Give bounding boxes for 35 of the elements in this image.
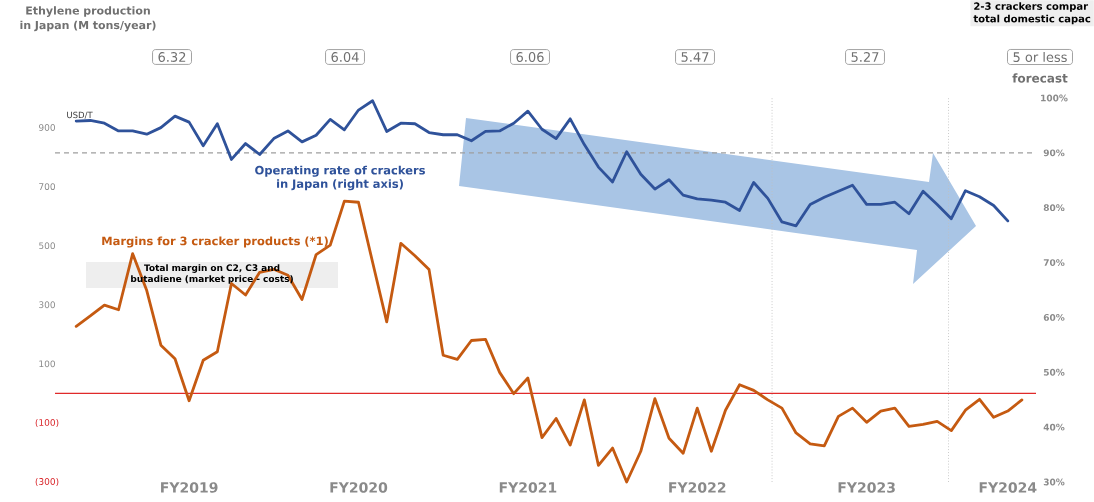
series-label: Operating rate of crackers in Japan (right axis) (255, 165, 425, 191)
y-tick-label: 500 (39, 242, 55, 250)
y-tick-label: 900 (38, 124, 55, 131)
text: 5 or less (1013, 51, 1067, 63)
text: 5.47 (681, 52, 709, 62)
x-tick-label: FY2023 (838, 482, 895, 493)
text: total domestic capac (973, 14, 1091, 25)
text: 5.27 (851, 52, 879, 62)
y-tick-label: (300) (35, 477, 59, 486)
y-tick-label: 100 (39, 360, 55, 368)
series-label: Margins for 3 cracker products (*1) (102, 236, 328, 248)
x-tick-label: FY2021 (499, 482, 557, 493)
x-tick-label: FY2020 (330, 482, 388, 493)
text: Ethylene production in Japan (M tons/year) (20, 6, 156, 32)
y-tick-label: 700 (39, 183, 55, 190)
text: 6.06 (516, 52, 544, 62)
y-tick-label: (100) (35, 418, 59, 427)
text: 2-3 crackers compar (974, 2, 1089, 12)
y2-tick-label: 60% (1043, 314, 1065, 321)
x-tick-label: FY2024 (979, 482, 1037, 493)
y-tick-label: 300 (39, 301, 55, 309)
y2-tick-label: 40% (1043, 423, 1065, 431)
y2-tick-label: 100% (1041, 94, 1068, 102)
text: forecast (1012, 73, 1068, 83)
y2-tick-label: 90% (1043, 149, 1065, 157)
y2-tick-label: 80% (1043, 204, 1065, 212)
x-tick-label: FY2019 (161, 482, 218, 493)
x-tick-label: FY2022 (669, 482, 726, 493)
y2-tick-label: 30% (1043, 478, 1065, 486)
text: 6.32 (158, 52, 186, 62)
line-series (74, 199, 1024, 484)
y-axis-title: USD/T (67, 111, 93, 119)
y2-tick-label: 50% (1043, 368, 1065, 376)
y2-tick-label: 70% (1043, 259, 1065, 266)
text: 6.04 (331, 52, 359, 62)
